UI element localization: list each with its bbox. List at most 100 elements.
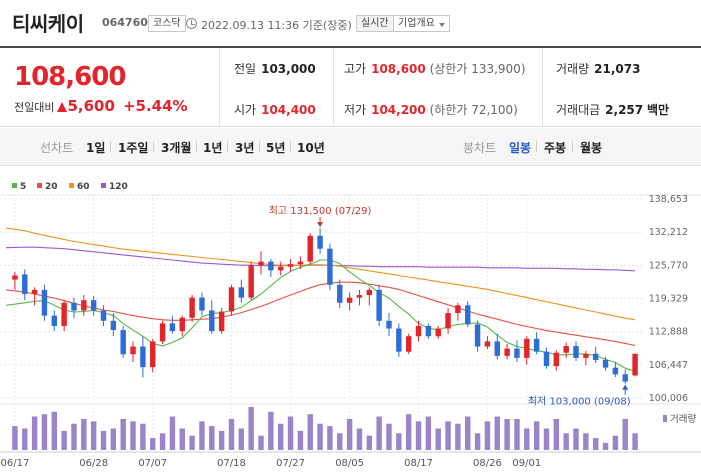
candle-body bbox=[140, 346, 146, 368]
stock-name: 티씨케이 bbox=[12, 12, 84, 36]
volume-bar bbox=[346, 418, 353, 450]
x-tick-label: 08/05 bbox=[335, 458, 364, 469]
chart-canvas: 5 20 60 120 최고 131,500 (07/29) 최저 103,000 (0… bbox=[0, 182, 701, 469]
legend-label-5: 5 bbox=[20, 182, 26, 192]
period-3m[interactable]: 3개월 bbox=[161, 141, 192, 155]
price-summary: 108,600 전일대비 5,600 +5.44% 전일 103,000 시가 104,… bbox=[0, 46, 701, 127]
candle-monthly[interactable]: 월봉 bbox=[580, 141, 603, 155]
volume-bar bbox=[90, 421, 97, 450]
candle-weekly[interactable]: 주봉 bbox=[544, 141, 567, 155]
volume-bar bbox=[130, 421, 136, 450]
volume-label: 거래량 bbox=[670, 413, 696, 425]
volume-bar bbox=[51, 411, 58, 450]
open-stat: 시가 104,400 bbox=[234, 101, 316, 118]
legend-swatch-5 bbox=[12, 183, 17, 188]
y-tick-label: 138,653 bbox=[649, 194, 688, 205]
legend-swatch-120 bbox=[101, 183, 106, 188]
prev-close-label: 전일 bbox=[234, 62, 257, 76]
candle-body bbox=[31, 289, 38, 295]
candlestick-chart: 5 20 60 120 최고 131,500 (07/29) 최저 103,000 (0… bbox=[0, 167, 701, 476]
candle-body bbox=[179, 317, 185, 332]
x-tick-label: 07/18 bbox=[217, 458, 246, 469]
volume-value: 21,073 bbox=[594, 62, 641, 76]
volume-bar bbox=[31, 416, 38, 450]
volume-bar bbox=[455, 423, 461, 450]
min-arrowhead-icon bbox=[622, 384, 629, 390]
volume-bar bbox=[140, 423, 146, 450]
candle-body bbox=[465, 305, 471, 325]
amount-value: 2,257 bbox=[605, 103, 644, 117]
low-stat: 저가 104,200 (하한가 72,100) bbox=[344, 101, 518, 118]
volume-bar bbox=[405, 414, 412, 450]
candle-body bbox=[268, 261, 274, 271]
volume-bar bbox=[592, 438, 599, 450]
candle-body bbox=[356, 295, 363, 298]
volume-bar bbox=[169, 416, 176, 450]
y-tick-label: 106,447 bbox=[649, 360, 688, 371]
volume-bar bbox=[209, 426, 215, 450]
y-tick-label: 132,212 bbox=[649, 227, 688, 238]
chart-axes: 138,653 132,212 125,770 119,329 112,888 106,4… bbox=[1, 194, 697, 469]
x-tick-label: 09/01 bbox=[512, 458, 541, 469]
period-1w[interactable]: 1주일 bbox=[118, 141, 149, 155]
candle-body bbox=[346, 297, 353, 303]
y-tick-label: 119,329 bbox=[649, 294, 688, 305]
volume-bar bbox=[337, 433, 343, 450]
candle-body bbox=[150, 341, 156, 368]
volume-bar bbox=[474, 433, 481, 450]
period-1d[interactable]: 1일 bbox=[86, 141, 106, 155]
x-tick-label: 07/07 bbox=[138, 458, 167, 469]
candle-body bbox=[327, 248, 333, 285]
ma-line-20 bbox=[5, 281, 636, 347]
candle-body bbox=[228, 287, 235, 312]
volume-bar bbox=[297, 430, 304, 450]
candle-body bbox=[632, 353, 638, 376]
company-overview-dropdown[interactable]: 기업개요 bbox=[393, 15, 450, 32]
volume-bar bbox=[553, 418, 560, 450]
candle-daily[interactable]: 일봉 bbox=[509, 141, 532, 155]
separator bbox=[227, 141, 228, 152]
high-stat: 고가 108,600 (상한가 133,900) bbox=[344, 60, 526, 77]
volume-bar bbox=[199, 421, 205, 450]
volume-bar bbox=[366, 435, 373, 450]
legend-label-20: 20 bbox=[45, 182, 58, 192]
candle-body bbox=[337, 284, 343, 303]
period-10y[interactable]: 10년 bbox=[297, 141, 325, 155]
volume-bar bbox=[583, 433, 589, 450]
volume-bar bbox=[277, 423, 284, 450]
min-annotation: 최저 103,000 (09/08) bbox=[528, 396, 631, 408]
candle-body bbox=[159, 323, 166, 342]
candle-body bbox=[169, 323, 176, 332]
volume-stat: 거래량 21,073 bbox=[556, 60, 640, 77]
upper-limit: (상한가 133,900) bbox=[429, 62, 526, 76]
candle-body bbox=[238, 287, 245, 298]
up-arrow-icon bbox=[57, 102, 68, 112]
low-label: 저가 bbox=[344, 103, 367, 117]
candle-body bbox=[258, 261, 264, 266]
period-3y[interactable]: 3년 bbox=[235, 141, 255, 155]
volume-bar bbox=[533, 421, 540, 450]
volume-bar bbox=[445, 421, 451, 450]
volume-bar bbox=[307, 414, 313, 450]
moving-average-lines bbox=[5, 227, 636, 372]
change-row: 전일대비 5,600 +5.44% bbox=[14, 97, 188, 115]
volume-bar bbox=[268, 411, 274, 450]
open-value: 104,400 bbox=[261, 103, 316, 117]
candle-body bbox=[504, 348, 510, 356]
volume-bar bbox=[218, 430, 225, 450]
realtime-button[interactable]: 실시간 bbox=[356, 15, 394, 32]
legend-label-120: 120 bbox=[109, 182, 128, 192]
volume-bar bbox=[622, 418, 628, 450]
stat-divider bbox=[542, 48, 543, 127]
candle-body bbox=[51, 315, 58, 326]
candle-body bbox=[494, 341, 500, 356]
candle-body bbox=[307, 235, 313, 262]
change-label: 전일대비 bbox=[14, 101, 55, 114]
y-tick-label: 100,006 bbox=[649, 393, 688, 404]
change-amount: 5,600 bbox=[67, 97, 115, 115]
high-label: 고가 bbox=[344, 62, 367, 76]
volume-bar bbox=[189, 435, 195, 450]
period-1y[interactable]: 1년 bbox=[203, 141, 223, 155]
candle-body bbox=[573, 346, 579, 358]
period-5y[interactable]: 5년 bbox=[266, 141, 286, 155]
